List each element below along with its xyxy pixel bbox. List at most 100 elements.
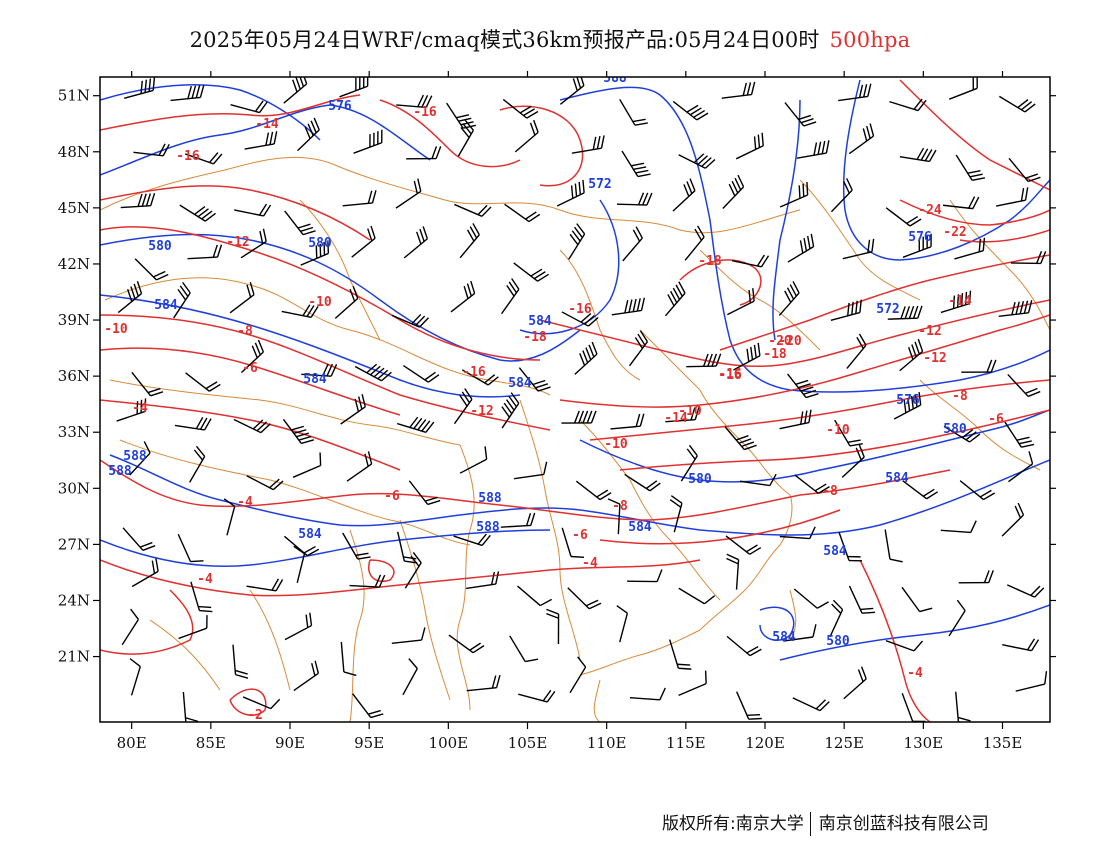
wind-barb <box>621 150 651 178</box>
wind-barb <box>300 240 330 266</box>
height-label: 572 <box>876 302 899 317</box>
wind-barb <box>518 689 556 703</box>
wind-barb <box>726 553 740 590</box>
temperature-label: -4 <box>237 495 253 510</box>
wind-barb <box>1006 584 1045 598</box>
title-text: 2025年05月24日WRF/cmaq模式36km预报产品:05月24日00时 <box>189 28 820 52</box>
wind-barb <box>846 333 867 369</box>
wind-barb <box>246 475 284 491</box>
wind-barb <box>504 203 541 223</box>
footer-separator <box>809 812 811 836</box>
wind-barb <box>190 581 213 613</box>
height-label: 580 <box>943 422 967 437</box>
temperature-label: -4 <box>582 556 598 571</box>
height-label: 584 <box>154 298 178 313</box>
wind-barb <box>391 313 430 328</box>
wind-barb <box>189 445 206 483</box>
wind-barb <box>779 526 816 540</box>
wind-barb <box>446 102 477 129</box>
height-label: 588 <box>108 464 132 479</box>
wind-barb <box>959 480 996 501</box>
pressure-level-label: 500hpa <box>829 28 911 52</box>
wind-barb <box>402 658 418 696</box>
map-frame <box>99 76 1051 723</box>
wind-barb <box>465 571 500 590</box>
wind-barb <box>843 666 867 700</box>
wind-barb <box>284 612 313 641</box>
height-label: 576 <box>328 99 352 114</box>
wind-barb <box>678 587 716 605</box>
wind-barb <box>848 123 875 155</box>
temperature-label: -4 <box>197 572 213 587</box>
temperature-label: -10 <box>104 322 128 337</box>
wind-barb <box>500 278 520 315</box>
temperature-label: -14 <box>255 117 279 132</box>
wind-barb <box>223 498 236 536</box>
wind-barb <box>513 262 550 282</box>
wind-barb <box>502 98 539 119</box>
wind-barb <box>179 204 217 222</box>
wind-barb <box>509 635 539 663</box>
temperature-label: -18 <box>698 254 722 269</box>
wind-barb <box>404 552 422 589</box>
height-label: 588 <box>476 520 500 535</box>
wind-barb <box>574 341 598 375</box>
wind-barb <box>668 639 692 670</box>
wind-barb <box>396 416 435 433</box>
height-label: 584 <box>508 376 532 391</box>
wind-barb <box>133 143 170 157</box>
lon-tick-label: 125E <box>824 734 864 752</box>
wind-barb <box>779 181 809 208</box>
wind-barb <box>182 691 199 722</box>
wind-barb <box>297 117 320 152</box>
lon-tick-label: 90E <box>275 734 305 752</box>
lat-tick-label: 48N <box>58 143 90 161</box>
wind-barb <box>230 100 268 114</box>
map-title: 2025年05月24日WRF/cmaq模式36km预报产品:05月24日00时 5… <box>0 24 1100 54</box>
lon-tick-label: 120E <box>745 734 785 752</box>
wind-barb <box>556 179 585 207</box>
wind-barb <box>1004 421 1035 448</box>
wind-barb <box>884 529 903 563</box>
wind-barb <box>778 281 800 316</box>
wind-barb <box>170 84 205 102</box>
footer: 版权所有:南京大学 南京创蓝科技有限公司 <box>662 809 989 836</box>
wind-barb <box>121 608 139 646</box>
wind-barb <box>899 338 924 372</box>
lat-tick-label: 27N <box>58 535 90 553</box>
temperature-label: -16 <box>718 367 742 382</box>
temperature-label: -16 <box>462 365 486 380</box>
wind-barb <box>1015 671 1048 692</box>
wind-barb <box>724 426 757 451</box>
wind-barb <box>678 670 707 697</box>
wind-barb <box>353 129 383 154</box>
wind-barb <box>459 446 488 474</box>
temperature-label: -4 <box>907 666 923 681</box>
wind-barb <box>129 441 151 476</box>
wind-barb <box>240 228 267 259</box>
wind-barb <box>830 178 853 213</box>
wind-barb <box>829 599 844 638</box>
wind-barb <box>721 81 756 99</box>
wind-barb <box>448 634 485 654</box>
lon-tick-label: 110E <box>587 734 627 752</box>
copyright-text: 版权所有:南京大学 <box>662 814 804 834</box>
wind-barb <box>177 533 204 563</box>
wind-barb <box>629 687 666 701</box>
wind-barb <box>395 178 422 209</box>
wind-barb <box>561 410 597 424</box>
wind-barb <box>406 146 442 160</box>
temperature-label: -16 <box>176 149 200 164</box>
wind-barb <box>669 495 683 533</box>
wind-barb <box>678 153 716 169</box>
wind-barb <box>340 394 366 425</box>
height-label: 576 <box>908 230 932 245</box>
wind-barb <box>889 98 927 112</box>
wind-barb <box>610 413 645 430</box>
lat-tick-label: 36N <box>58 367 90 385</box>
wind-barb <box>842 238 875 260</box>
wind-barb <box>627 569 663 583</box>
wind-barb <box>672 178 696 212</box>
wind-barb <box>848 585 876 614</box>
wind-barb <box>283 77 308 104</box>
